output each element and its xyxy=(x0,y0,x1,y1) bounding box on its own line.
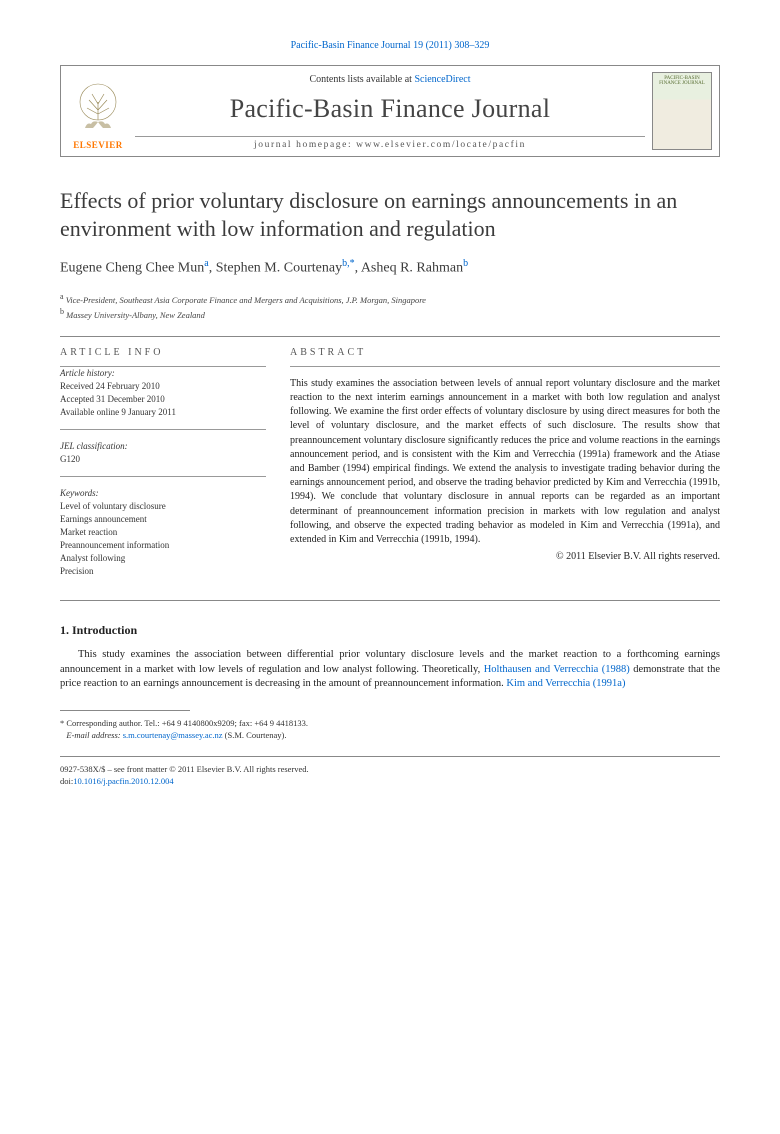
abstract-column: ABSTRACT This study examines the associa… xyxy=(290,337,720,579)
corr-author-email[interactable]: s.m.courtenay@massey.ac.nz xyxy=(123,730,223,740)
received-date: Received 24 February 2010 xyxy=(60,380,266,393)
article-info-body: Article history: Received 24 February 20… xyxy=(60,367,266,579)
info-abstract-row: ARTICLE INFO Article history: Received 2… xyxy=(60,337,720,579)
author-2-affiliation-sup: b, xyxy=(342,258,350,269)
article-info-heading: ARTICLE INFO xyxy=(60,337,266,366)
accepted-date: Accepted 31 December 2010 xyxy=(60,393,266,406)
corr-author-text: Corresponding author. Tel.: +64 9 414080… xyxy=(66,718,308,728)
horizontal-rule-after-abstract xyxy=(60,600,720,601)
abstract-text: This study examines the association betw… xyxy=(290,367,720,547)
affiliation-b: b Massey University-Albany, New Zealand xyxy=(60,306,720,322)
issn-copyright-line: 0927-538X/$ – see front matter © 2011 El… xyxy=(60,763,720,775)
author-list: Eugene Cheng Chee Muna, Stephen M. Court… xyxy=(60,258,720,277)
keyword-1: Level of voluntary disclosure xyxy=(60,500,266,513)
abstract-copyright: © 2011 Elsevier B.V. All rights reserved… xyxy=(290,551,720,562)
keyword-6: Precision xyxy=(60,565,266,578)
info-divider-2 xyxy=(60,476,266,477)
keyword-2: Earnings announcement xyxy=(60,513,266,526)
publisher-name: ELSEVIER xyxy=(73,140,123,150)
contents-available-line: Contents lists available at ScienceDirec… xyxy=(135,74,645,85)
author-3: Asheq R. Rahman xyxy=(361,261,463,276)
doi-prefix: doi: xyxy=(60,776,73,786)
affiliation-block: a Vice-President, Southeast Asia Corpora… xyxy=(60,291,720,322)
citation-holthausen[interactable]: Holthausen and Verrecchia (1988) xyxy=(484,664,630,675)
journal-name: Pacific-Basin Finance Journal xyxy=(135,94,645,124)
sciencedirect-link[interactable]: ScienceDirect xyxy=(414,74,470,85)
jel-code: G120 xyxy=(60,453,266,466)
cover-thumbnail-icon: PACIFIC-BASIN FINANCE JOURNAL xyxy=(652,72,712,150)
contents-prefix: Contents lists available at xyxy=(309,74,414,85)
affiliation-a-text: Vice-President, Southeast Asia Corporate… xyxy=(66,294,426,304)
email-label: E-mail address: xyxy=(66,730,120,740)
keyword-5: Analyst following xyxy=(60,552,266,565)
affiliation-a-label: a xyxy=(60,292,64,301)
footer-block: 0927-538X/$ – see front matter © 2011 El… xyxy=(60,763,720,788)
header-center-block: Contents lists available at ScienceDirec… xyxy=(135,66,645,156)
introduction-paragraph-1: This study examines the association betw… xyxy=(60,648,720,691)
author-2: Stephen M. Courtenay xyxy=(216,261,342,276)
abstract-heading: ABSTRACT xyxy=(290,337,720,366)
footer-rule xyxy=(60,756,720,757)
affiliation-a: a Vice-President, Southeast Asia Corpora… xyxy=(60,291,720,307)
journal-reference-link[interactable]: Pacific-Basin Finance Journal 19 (2011) … xyxy=(60,40,720,51)
journal-homepage-line: journal homepage: www.elsevier.com/locat… xyxy=(135,140,645,150)
jel-label: JEL classification: xyxy=(60,440,266,453)
author-3-affiliation-sup: b xyxy=(463,258,468,269)
corresponding-author-mark: * xyxy=(350,258,355,269)
keyword-4: Preannouncement information xyxy=(60,539,266,552)
author-1: Eugene Cheng Chee Mun xyxy=(60,261,204,276)
publisher-logo-elsevier: ELSEVIER xyxy=(61,66,135,156)
affiliation-b-text: Massey University-Albany, New Zealand xyxy=(66,310,205,320)
article-info-column: ARTICLE INFO Article history: Received 2… xyxy=(60,337,266,579)
corresponding-author-footnote: * Corresponding author. Tel.: +64 9 4140… xyxy=(60,717,720,742)
email-owner: (S.M. Courtenay). xyxy=(225,730,287,740)
elsevier-tree-icon: ELSEVIER xyxy=(67,72,129,150)
journal-cover-thumb: PACIFIC-BASIN FINANCE JOURNAL xyxy=(645,66,719,156)
author-1-affiliation-sup: a xyxy=(204,258,208,269)
citation-kim-verrecchia[interactable]: Kim and Verrecchia (1991a) xyxy=(506,678,625,689)
affiliation-b-label: b xyxy=(60,307,64,316)
history-label: Article history: xyxy=(60,367,266,380)
footnote-rule xyxy=(60,710,190,711)
header-divider xyxy=(135,136,645,137)
keywords-label: Keywords: xyxy=(60,487,266,500)
article-title: Effects of prior voluntary disclosure on… xyxy=(60,187,720,242)
doi-link[interactable]: 10.1016/j.pacfin.2010.12.004 xyxy=(73,776,173,786)
keyword-3: Market reaction xyxy=(60,526,266,539)
journal-header-box: ELSEVIER Contents lists available at Sci… xyxy=(60,65,720,157)
section-heading-introduction: 1. Introduction xyxy=(60,623,720,638)
doi-line: doi:10.1016/j.pacfin.2010.12.004 xyxy=(60,775,720,787)
online-date: Available online 9 January 2011 xyxy=(60,406,266,419)
info-divider-1 xyxy=(60,429,266,430)
